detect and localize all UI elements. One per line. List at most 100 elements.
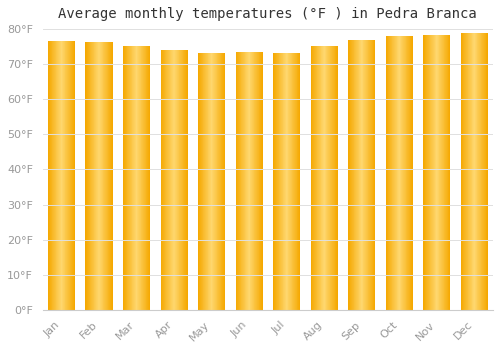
Bar	[204, 53, 205, 310]
Bar	[446, 35, 448, 310]
Bar	[139, 46, 140, 310]
Bar	[291, 53, 292, 310]
Bar	[332, 46, 334, 310]
Bar	[199, 53, 200, 310]
Bar	[333, 46, 334, 310]
Bar	[464, 33, 465, 310]
Bar	[424, 35, 425, 310]
Bar	[181, 50, 182, 310]
Bar	[138, 46, 140, 310]
Bar	[107, 42, 108, 310]
Bar	[485, 33, 486, 310]
Bar	[145, 46, 146, 310]
Bar	[316, 46, 317, 310]
Bar	[163, 50, 164, 310]
Bar	[395, 36, 396, 310]
Bar	[164, 50, 165, 310]
Bar	[214, 53, 215, 310]
Bar	[442, 35, 444, 310]
Bar	[219, 53, 220, 310]
Bar	[88, 42, 89, 310]
Bar	[445, 35, 446, 310]
Bar	[365, 40, 366, 310]
Bar	[351, 40, 352, 310]
Bar	[105, 42, 106, 310]
Bar	[99, 42, 100, 310]
Bar	[283, 53, 284, 310]
Bar	[216, 53, 217, 310]
Bar	[332, 46, 333, 310]
Bar	[400, 36, 401, 310]
Bar	[435, 35, 436, 310]
Bar	[470, 33, 471, 310]
Bar	[321, 46, 322, 310]
Bar	[394, 36, 396, 310]
Bar	[432, 35, 434, 310]
Bar	[281, 53, 282, 310]
Bar	[355, 40, 356, 310]
Bar	[475, 33, 476, 310]
Bar	[89, 42, 90, 310]
Bar	[348, 40, 349, 310]
Bar	[260, 52, 261, 310]
Bar	[348, 40, 350, 310]
Bar	[63, 41, 64, 310]
Bar	[273, 53, 274, 310]
Bar	[364, 40, 365, 310]
Bar	[437, 35, 438, 310]
Bar	[171, 50, 172, 310]
Bar	[361, 40, 362, 310]
Bar	[146, 46, 147, 310]
Bar	[214, 53, 216, 310]
Bar	[223, 53, 224, 310]
Bar	[48, 41, 49, 310]
Bar	[140, 46, 141, 310]
Bar	[68, 41, 69, 310]
Bar	[66, 41, 67, 310]
Bar	[180, 50, 181, 310]
Bar	[68, 41, 70, 310]
Bar	[124, 46, 125, 310]
Bar	[92, 42, 93, 310]
Bar	[72, 41, 74, 310]
Bar	[427, 35, 428, 310]
Bar	[210, 53, 212, 310]
Bar	[313, 46, 314, 310]
Bar	[172, 50, 174, 310]
Bar	[326, 46, 327, 310]
Bar	[362, 40, 363, 310]
Bar	[336, 46, 337, 310]
Bar	[442, 35, 443, 310]
Bar	[439, 35, 440, 310]
Bar	[211, 53, 212, 310]
Bar	[134, 46, 136, 310]
Bar	[244, 52, 245, 310]
Bar	[474, 33, 475, 310]
Bar	[55, 41, 56, 310]
Bar	[320, 46, 321, 310]
Bar	[215, 53, 216, 310]
Bar	[353, 40, 354, 310]
Bar	[486, 33, 487, 310]
Bar	[101, 42, 102, 310]
Bar	[465, 33, 466, 310]
Bar	[361, 40, 362, 310]
Bar	[411, 36, 412, 310]
Bar	[357, 40, 358, 310]
Bar	[239, 52, 240, 310]
Bar	[175, 50, 176, 310]
Bar	[399, 36, 400, 310]
Bar	[430, 35, 431, 310]
Bar	[398, 36, 399, 310]
Bar	[202, 53, 203, 310]
Bar	[359, 40, 360, 310]
Bar	[393, 36, 394, 310]
Bar	[323, 46, 324, 310]
Bar	[126, 46, 127, 310]
Bar	[275, 53, 276, 310]
Bar	[402, 36, 403, 310]
Bar	[168, 50, 170, 310]
Bar	[466, 33, 467, 310]
Bar	[396, 36, 397, 310]
Bar	[315, 46, 316, 310]
